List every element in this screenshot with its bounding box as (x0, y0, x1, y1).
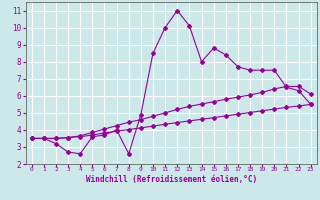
X-axis label: Windchill (Refroidissement éolien,°C): Windchill (Refroidissement éolien,°C) (86, 175, 257, 184)
